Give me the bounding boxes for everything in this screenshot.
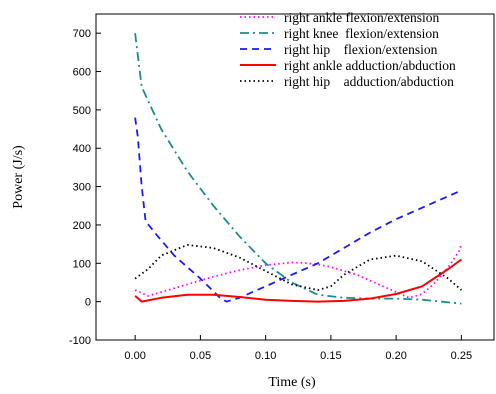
y-tick-label: 700 [73,28,91,40]
x-tick-label: 0.00 [124,350,145,362]
series-line-2 [134,117,462,303]
x-tick-label: 0.10 [255,350,276,362]
legend-label: right hip adduction/abduction [284,74,454,89]
y-tick-label: -100 [69,335,91,347]
ticks-layer: 0.00 0.05 0.10 0.15 0.20 0.25 -100 0 100 200 300 40… [69,28,472,362]
legend-label: right hip flexion/extension [284,42,438,57]
y-tick-label: 300 [73,182,91,194]
y-tick-label: 400 [73,143,91,155]
x-tick-label: 0.15 [320,350,341,362]
x-tick-label: 0.25 [451,350,472,362]
legend-label: right ankle flexion/extension [284,10,439,25]
x-tick-label: 0.05 [190,350,211,362]
series-line-3 [134,258,462,303]
y-tick-label: 100 [73,258,91,270]
x-axis-title: Time (s) [268,375,316,390]
y-tick-label: 200 [73,220,91,232]
series-line-0 [134,243,463,299]
plot-area-frame [95,13,495,341]
series-line-1 [134,33,462,305]
y-tick-label: 500 [73,105,91,117]
legend-label: right ankle adduction/abduction [284,58,456,73]
series-layer [134,33,463,305]
x-tick-label: 0.20 [385,350,406,362]
y-tick-label: 600 [73,67,91,79]
series-line-4 [134,244,462,291]
y-axis-title: Power (J/s) [11,145,26,209]
legend-label: right knee flexion/extension [284,26,439,41]
y-tick-label: 0 [85,297,91,309]
